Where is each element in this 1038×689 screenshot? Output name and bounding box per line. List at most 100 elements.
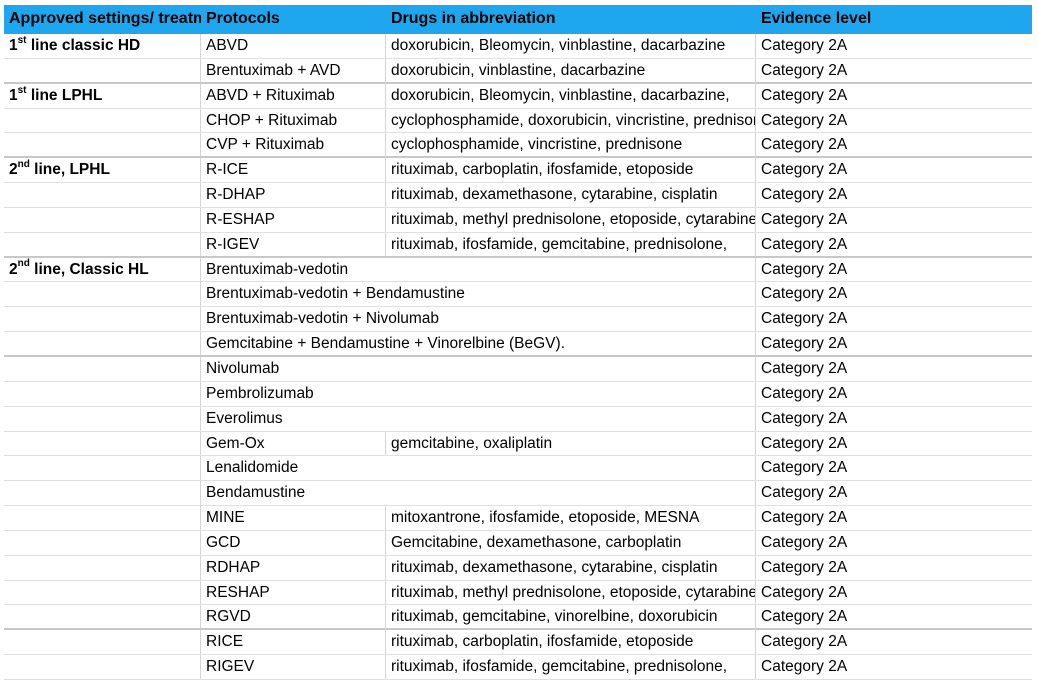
setting-cell[interactable] xyxy=(4,356,201,381)
setting-cell[interactable] xyxy=(4,630,201,655)
setting-cell[interactable] xyxy=(4,332,201,355)
drugs-cell[interactable]: doxorubicin, vinblastine, dacarbazine xyxy=(386,58,756,82)
drugs-cell[interactable] xyxy=(386,332,756,355)
evidence-cell[interactable]: Category 2A xyxy=(761,658,848,676)
setting-cell[interactable]: 1st line LPHL xyxy=(4,83,201,108)
protocol-cell[interactable]: R-ESHAP xyxy=(201,207,386,232)
drugs-cell[interactable]: rituximab, carboplatin, ifosfamide, etop… xyxy=(386,158,756,183)
protocol-cell[interactable]: Gem-Ox xyxy=(201,431,386,456)
evidence-cell[interactable]: Category 2A xyxy=(761,459,848,477)
protocol-cell[interactable]: Nivolumab xyxy=(206,359,280,377)
protocol-cell[interactable]: Brentuximab-vedotin xyxy=(206,260,349,278)
evidence-cell[interactable]: Category 2A xyxy=(761,260,848,278)
setting-cell[interactable] xyxy=(4,456,201,481)
evidence-cell[interactable]: Category 2A xyxy=(761,558,848,576)
protocol-cell[interactable]: R-DHAP xyxy=(201,183,386,207)
protocol-cell[interactable]: RIGEV xyxy=(201,655,386,679)
protocol-cell[interactable]: R-ICE xyxy=(201,158,386,183)
protocol-cell[interactable]: ABVD xyxy=(201,34,386,58)
drugs-cell[interactable]: rituximab, ifosfamide, gemcitabine, pred… xyxy=(386,655,756,679)
evidence-cell[interactable]: Category 2A xyxy=(761,384,848,402)
evidence-cell[interactable]: Category 2A xyxy=(761,533,848,551)
evidence-cell[interactable]: Category 2A xyxy=(761,210,848,228)
drugs-cell[interactable]: doxorubicin, Bleomycin, vinblastine, dac… xyxy=(386,34,756,58)
evidence-cell[interactable]: Category 2A xyxy=(761,359,848,377)
protocol-cell[interactable]: RDHAP xyxy=(201,555,386,580)
drugs-cell[interactable] xyxy=(386,257,756,282)
protocol-cell[interactable]: RICE xyxy=(201,630,386,655)
protocol-cell[interactable]: Bendamustine xyxy=(206,484,306,502)
setting-cell[interactable] xyxy=(4,58,201,82)
evidence-cell[interactable]: Category 2A xyxy=(761,111,848,129)
protocol-cell[interactable]: Everolimus xyxy=(206,409,283,427)
drugs-cell[interactable]: rituximab, gemcitabine, vinorelbine, dox… xyxy=(386,605,756,629)
protocol-cell[interactable]: GCD xyxy=(201,530,386,555)
evidence-cell[interactable]: Category 2A xyxy=(761,186,848,204)
protocol-cell[interactable]: ABVD + Rituximab xyxy=(201,83,386,108)
setting-cell[interactable] xyxy=(4,431,201,456)
drugs-cell[interactable]: rituximab, methyl prednisolone, etoposid… xyxy=(386,207,756,232)
setting-cell[interactable] xyxy=(4,307,201,332)
evidence-cell[interactable]: Category 2A xyxy=(761,608,848,626)
drugs-cell[interactable]: rituximab, ifosfamide, gemcitabine, pred… xyxy=(386,232,756,256)
evidence-cell[interactable]: Category 2A xyxy=(761,285,848,303)
protocol-cell[interactable]: R-IGEV xyxy=(201,232,386,256)
evidence-cell[interactable]: Category 2A xyxy=(761,86,848,104)
setting-cell[interactable] xyxy=(4,133,201,157)
drugs-cell[interactable] xyxy=(386,406,756,431)
protocol-cell[interactable]: Brentuximab-vedotin + Bendamustine xyxy=(206,285,465,303)
protocol-cell[interactable]: CHOP + Rituximab xyxy=(201,108,386,133)
drugs-cell[interactable]: cyclophosphamide, doxorubicin, vincristi… xyxy=(386,108,756,133)
setting-cell[interactable] xyxy=(4,232,201,256)
evidence-cell[interactable]: Category 2A xyxy=(761,409,848,427)
protocol-cell[interactable]: RESHAP xyxy=(201,580,386,605)
protocol-cell[interactable]: Gemcitabine + Bendamustine + Vinorelbine… xyxy=(206,335,565,353)
protocol-cell[interactable]: Lenalidomide xyxy=(206,459,299,477)
header-cell-setting[interactable]: Approved settings/ treatment xyxy=(9,10,201,27)
drugs-cell[interactable]: doxorubicin, Bleomycin, vinblastine, dac… xyxy=(386,83,756,108)
drugs-cell[interactable] xyxy=(386,381,756,406)
drugs-cell[interactable]: gemcitabine, oxaliplatin xyxy=(386,431,756,456)
protocol-cell[interactable]: Brentuximab-vedotin + Nivolumab xyxy=(206,310,440,328)
drugs-cell[interactable]: rituximab, dexamethasone, cytarabine, ci… xyxy=(386,555,756,580)
drugs-cell[interactable]: rituximab, dexamethasone, cytarabine, ci… xyxy=(386,183,756,207)
setting-cell[interactable]: 1st line classic HD xyxy=(4,34,201,58)
setting-cell[interactable] xyxy=(4,108,201,133)
setting-cell[interactable] xyxy=(4,655,201,679)
protocol-cell[interactable]: Pembrolizumab xyxy=(206,384,314,402)
setting-cell[interactable] xyxy=(4,207,201,232)
drugs-cell[interactable]: rituximab, carboplatin, ifosfamide, etop… xyxy=(386,630,756,655)
header-cell-evidence[interactable]: Evidence level xyxy=(761,10,872,27)
protocol-cell[interactable]: Brentuximab + AVD xyxy=(201,58,386,82)
drugs-cell[interactable] xyxy=(386,481,756,506)
drugs-cell[interactable] xyxy=(386,307,756,332)
evidence-cell[interactable]: Category 2A xyxy=(761,335,848,353)
protocol-cell[interactable]: RGVD xyxy=(201,605,386,629)
setting-cell[interactable] xyxy=(4,580,201,605)
evidence-cell[interactable]: Category 2A xyxy=(761,484,848,502)
evidence-cell[interactable]: Category 2A xyxy=(761,434,848,452)
evidence-cell[interactable]: Category 2A xyxy=(761,310,848,328)
evidence-cell[interactable]: Category 2A xyxy=(761,37,848,54)
drugs-cell[interactable] xyxy=(386,456,756,481)
setting-cell[interactable] xyxy=(4,183,201,207)
evidence-cell[interactable]: Category 2A xyxy=(761,633,848,651)
setting-cell[interactable] xyxy=(4,555,201,580)
evidence-cell[interactable]: Category 2A xyxy=(761,61,848,79)
drugs-cell[interactable] xyxy=(386,356,756,381)
setting-cell[interactable] xyxy=(4,406,201,431)
header-cell-protocols[interactable]: Protocols xyxy=(206,10,280,27)
protocol-cell[interactable]: MINE xyxy=(201,506,386,530)
drugs-cell[interactable] xyxy=(386,282,756,307)
evidence-cell[interactable]: Category 2A xyxy=(761,235,848,253)
evidence-cell[interactable]: Category 2A xyxy=(761,509,848,527)
setting-cell[interactable] xyxy=(4,506,201,530)
setting-cell[interactable] xyxy=(4,530,201,555)
drugs-cell[interactable]: Gemcitabine, dexamethasone, carboplatin xyxy=(386,530,756,555)
drugs-cell[interactable]: mitoxantrone, ifosfamide, etoposide, MES… xyxy=(386,506,756,530)
setting-cell[interactable]: 2nd line, Classic HL xyxy=(4,257,201,282)
drugs-cell[interactable]: rituximab, methyl prednisolone, etoposid… xyxy=(386,580,756,605)
evidence-cell[interactable]: Category 2A xyxy=(761,161,848,179)
evidence-cell[interactable]: Category 2A xyxy=(761,136,848,154)
setting-cell[interactable] xyxy=(4,481,201,506)
